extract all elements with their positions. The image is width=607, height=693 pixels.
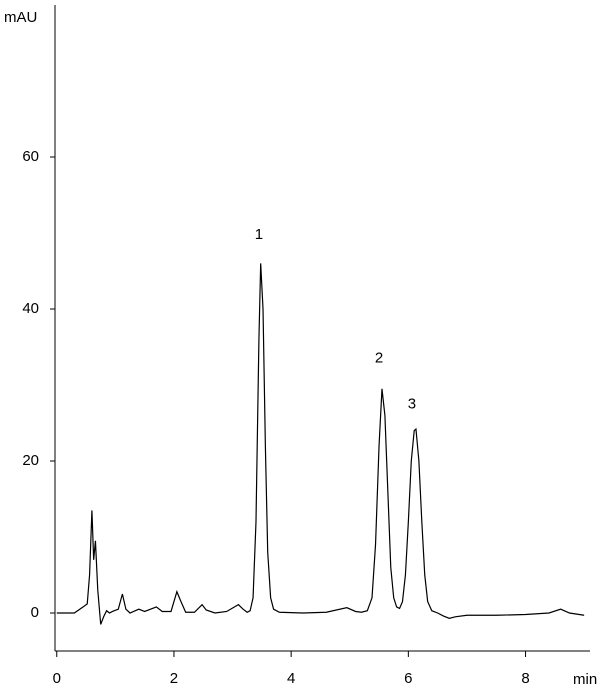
x-tick-label: 6 — [404, 670, 412, 687]
peak-label: 3 — [408, 396, 416, 413]
trace — [56, 263, 585, 625]
x-axis-label: min — [573, 671, 597, 688]
y-tick-label: 20 — [22, 452, 39, 469]
peak-label: 2 — [375, 349, 383, 366]
x-tick-label: 2 — [170, 670, 178, 687]
x-tick-label: 8 — [521, 670, 529, 687]
x-tick-label: 4 — [287, 670, 295, 687]
y-tick-label: 60 — [22, 148, 39, 165]
y-tick-label: 0 — [31, 604, 39, 621]
y-tick-label: 40 — [22, 300, 39, 317]
peak-label: 1 — [255, 226, 263, 243]
x-tick-label: 0 — [53, 670, 61, 687]
y-axis-label: mAU — [4, 9, 37, 26]
